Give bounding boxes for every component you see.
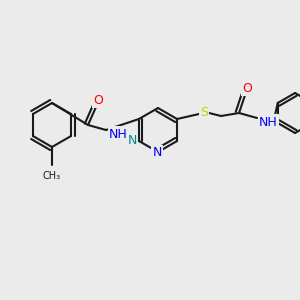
Text: NH: NH (259, 116, 278, 128)
Text: S: S (200, 106, 208, 119)
Text: N: N (152, 146, 162, 160)
Text: N: N (127, 134, 136, 146)
Text: O: O (242, 82, 252, 94)
Text: NH: NH (109, 128, 128, 140)
Text: O: O (93, 94, 103, 106)
Text: CH₃: CH₃ (43, 171, 61, 181)
